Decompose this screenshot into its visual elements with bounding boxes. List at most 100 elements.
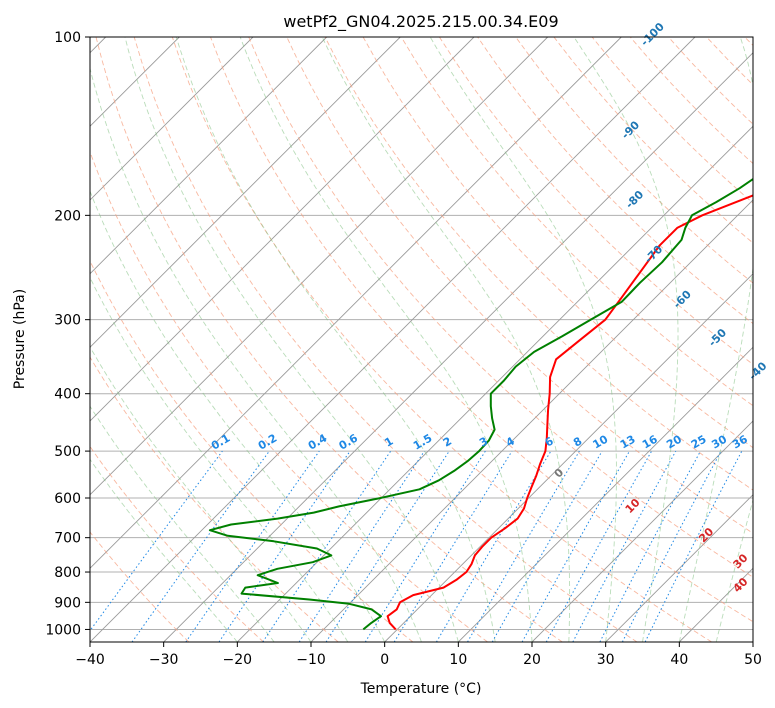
mixing-ratio-line xyxy=(467,450,580,642)
moist-adiabat xyxy=(90,346,312,642)
x-tick-label: 50 xyxy=(744,652,762,668)
temperature-line xyxy=(386,194,753,631)
dry-adiabat-label: -80 xyxy=(623,188,646,211)
mixing-ratio-label: 20 xyxy=(664,432,684,451)
mixing-ratio-line xyxy=(521,450,630,642)
isotherm-line xyxy=(384,273,753,642)
y-axis: 100 200 300 400 500 600 700 800 900 1000 xyxy=(45,30,90,638)
moist-adiabat xyxy=(90,276,349,642)
moist-adiabat xyxy=(175,37,496,642)
x-tick-label: −40 xyxy=(75,652,105,668)
y-tick-label: 400 xyxy=(54,387,81,403)
dry-adiabat-label: -100 xyxy=(638,20,667,49)
y-tick-label: 300 xyxy=(54,313,81,329)
background-lines xyxy=(90,37,753,642)
mixing-ratio-line xyxy=(131,450,270,642)
mixing-ratio-label: 0.2 xyxy=(256,432,279,453)
y-tick-label: 700 xyxy=(54,531,81,547)
dry-adiabat xyxy=(210,37,753,623)
dry-adiabat xyxy=(90,356,339,642)
y-tick-label: 100 xyxy=(54,30,81,46)
moist-adiabat xyxy=(124,37,459,642)
dry-adiabat xyxy=(248,37,753,578)
mixing-ratio-label: 0.4 xyxy=(306,431,330,452)
moist-adiabat xyxy=(429,37,617,642)
moist-adiabat xyxy=(715,498,753,642)
isotherm-line xyxy=(531,420,753,642)
isotherm-line xyxy=(457,346,753,642)
dry-adiabat-label: -60 xyxy=(671,288,694,311)
dry-adiabat-label: -40 xyxy=(746,359,769,382)
y-tick-label: 500 xyxy=(54,444,81,460)
dry-adiabat xyxy=(90,445,264,642)
mixing-ratio-line xyxy=(545,450,653,642)
y-tick-label: 1000 xyxy=(45,622,81,638)
moist-adiabat xyxy=(90,405,275,642)
moist-adiabat xyxy=(321,37,571,642)
dry-adiabat xyxy=(171,37,712,642)
y-axis-title: Pressure (hPa) xyxy=(12,289,28,389)
moist-adiabat xyxy=(678,37,753,642)
x-axis: −40 −30 −20 −10 0 10 20 30 40 50 xyxy=(75,642,762,668)
isotherm-line xyxy=(90,37,549,496)
dry-adiabat xyxy=(90,531,190,642)
moist-adiabat-label: 30 xyxy=(731,551,751,571)
dry-adiabat xyxy=(324,37,753,491)
mixing-ratio-line xyxy=(325,450,450,642)
mixing-ratio-line xyxy=(185,450,320,642)
x-tick-label: −30 xyxy=(149,652,179,668)
x-tick-label: 0 xyxy=(380,652,389,668)
mixing-ratio-label: 16 xyxy=(640,432,660,451)
moist-adiabat xyxy=(90,458,238,642)
isotherm-line xyxy=(752,641,753,642)
chart-title: wetPf2_GN04.2025.215.00.34.E09 xyxy=(283,12,558,32)
x-tick-label: −20 xyxy=(223,652,253,668)
dry-adiabat xyxy=(515,37,753,284)
isotherm-line xyxy=(236,125,753,642)
mixing-ratio-label: 0.1 xyxy=(209,432,232,453)
dry-adiabat xyxy=(744,37,753,47)
mixing-ratio-line xyxy=(599,450,701,642)
moist-adiabat xyxy=(90,66,422,642)
moist-adiabat xyxy=(573,37,679,642)
mixing-ratio-line xyxy=(393,450,513,642)
y-tick-label: 900 xyxy=(54,595,81,611)
moist-adiabat xyxy=(752,640,753,642)
mixing-ratio-line xyxy=(90,450,223,632)
isotherm-line xyxy=(90,37,401,348)
isotherm-line xyxy=(90,37,622,569)
mixing-ratio-line xyxy=(262,450,392,642)
isotherm-line xyxy=(90,37,254,201)
x-axis-title: Temperature (°C) xyxy=(360,681,482,697)
isotherm-line xyxy=(605,494,753,642)
x-tick-label: 20 xyxy=(523,652,541,668)
moist-adiabat-label: 20 xyxy=(696,525,716,545)
mixing-ratio-line xyxy=(218,450,351,642)
mixing-ratio-label: 13 xyxy=(618,433,638,452)
dewpoint-line xyxy=(208,177,753,631)
dry-adiabat xyxy=(400,37,753,407)
dry-adiabat xyxy=(439,37,753,365)
mixing-ratio-label: 36 xyxy=(730,432,750,451)
x-tick-label: −10 xyxy=(296,652,326,668)
isotherm-line xyxy=(90,37,475,422)
dry-adiabat xyxy=(95,37,563,642)
dry-adiabat xyxy=(133,37,638,642)
mixing-ratio-line xyxy=(621,450,722,642)
mixing-ratio-label: 10 xyxy=(591,432,611,451)
isotherm-line xyxy=(90,37,696,642)
mixing-ratio-line xyxy=(644,450,743,642)
isotherm-line xyxy=(90,37,328,275)
y-tick-label: 200 xyxy=(54,208,81,224)
dry-adiabat xyxy=(90,150,488,642)
dry-adiabat-label: -50 xyxy=(706,326,729,349)
isotherm-line xyxy=(678,567,753,642)
dry-adiabat xyxy=(90,259,414,642)
x-tick-label: 10 xyxy=(449,652,467,668)
mixing-ratio-line xyxy=(298,450,425,642)
mixing-ratio-label: 1.5 xyxy=(411,432,434,453)
moist-adiabat xyxy=(90,190,386,642)
mixing-ratio-label: 30 xyxy=(709,432,729,451)
